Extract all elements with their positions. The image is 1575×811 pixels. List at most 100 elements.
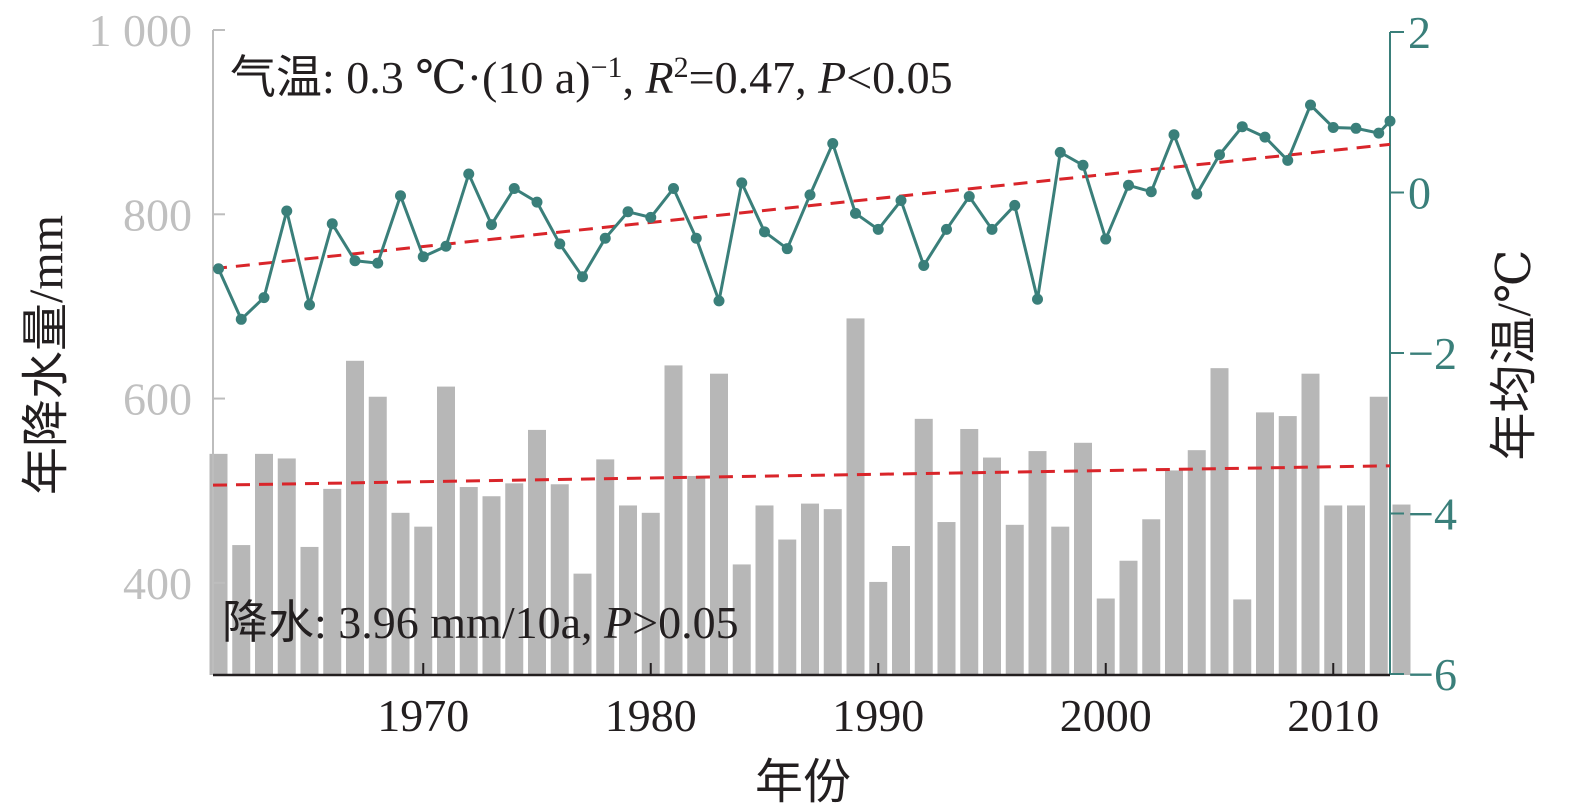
temp-point-2008: [1282, 154, 1294, 166]
temp-point-1963: [258, 292, 270, 304]
temp-point-2001: [1123, 179, 1134, 191]
left-tick-label: 400: [123, 558, 192, 609]
right-tick-label: −6: [1408, 649, 1457, 700]
precip-bar-2013: [1392, 504, 1411, 675]
right-axis-ticks: 2 0 −2 −4 −6: [1390, 7, 1457, 700]
temp-point-1972: [463, 168, 475, 180]
precip-bar-1993: [937, 522, 956, 675]
precip-bar-2007: [1256, 412, 1274, 675]
temp-point-1983: [713, 295, 725, 307]
temp-point-1993: [941, 223, 952, 235]
x-axis-ticks: 1970 1980 1990 2000 2010: [377, 663, 1379, 741]
temp-point-1989: [850, 207, 861, 219]
temp-point-1969: [395, 190, 406, 202]
precip-bar-2004: [1187, 450, 1206, 675]
x-tick-label: 1970: [377, 690, 469, 741]
precip-bar-1976: [550, 484, 569, 675]
temp-point-1981: [668, 182, 679, 194]
precip-bar-1967: [346, 360, 364, 675]
precip-bar-1966: [323, 488, 342, 675]
temp-point-2012: [1373, 127, 1385, 139]
temp-series: [213, 99, 1396, 325]
precip-bar-1971: [437, 386, 455, 675]
anno-temp-r-exp: 2: [674, 51, 689, 84]
temp-point-1987: [804, 189, 816, 201]
right-tick-label: −2: [1408, 328, 1457, 379]
precip-bar-2011: [1347, 505, 1365, 675]
temp-point-2013: [1384, 115, 1396, 127]
precip-bar-1975: [528, 429, 546, 675]
anno-temp-r: R: [645, 52, 674, 103]
temp-point-2010: [1327, 122, 1339, 133]
precip-bar-1974: [505, 483, 524, 675]
trend-lines: [212, 142, 1391, 487]
precip-bar-2009: [1301, 373, 1320, 675]
precip-bar-1988: [823, 509, 842, 675]
temp-point-1971: [440, 240, 452, 252]
precip-bar-2012: [1369, 396, 1388, 675]
precip-trend-line: [212, 464, 1391, 487]
precip-bar-1986: [778, 539, 797, 675]
temp-point-1986: [781, 243, 793, 255]
temp-point-1978: [599, 232, 611, 244]
precip-bar-1964: [277, 458, 296, 675]
precip-bar-1989: [846, 318, 865, 675]
precip-bar-1962: [232, 545, 251, 675]
temp-point-1988: [827, 138, 839, 150]
temp-point-1991: [895, 195, 907, 207]
precip-bar-1992: [914, 418, 933, 675]
anno-temp-r-val: =0.47,: [689, 52, 818, 103]
anno-temp-prefix: 气温: 0.3 ℃·(10 a): [230, 52, 591, 103]
temp-point-2004: [1191, 188, 1203, 200]
right-tick-label: 0: [1408, 168, 1431, 219]
temp-point-2011: [1350, 122, 1362, 134]
left-tick-label: 1 000: [89, 5, 193, 56]
right-tick-label: 2: [1408, 7, 1431, 58]
precip-bar-1972: [459, 487, 478, 675]
temp-point-1973: [486, 219, 497, 231]
anno-precip-p: P: [603, 597, 632, 648]
temp-point-2000: [1100, 233, 1112, 245]
temp-point-1998: [1054, 146, 1066, 158]
temp-point-1964: [281, 205, 293, 217]
precip-bar-1995: [983, 457, 1001, 675]
temp-point-1968: [372, 257, 384, 269]
temp-trend-line: [212, 142, 1391, 271]
left-tick-label: 600: [123, 374, 192, 425]
precip-bar-1985: [755, 505, 774, 675]
anno-precip-p-val: >0.05: [632, 597, 738, 648]
temp-point-2002: [1145, 186, 1157, 198]
precip-bar-1996: [1005, 524, 1024, 675]
temp-point-1992: [918, 260, 930, 272]
precip-bar-2000: [1096, 598, 1115, 675]
precip-bar-1987: [801, 503, 819, 675]
precip-bar-1981: [664, 365, 683, 675]
precip-bar-1968: [368, 396, 387, 675]
temp-point-1965: [304, 299, 315, 311]
precip-bar-1970: [414, 526, 433, 675]
precip-bar-2010: [1324, 505, 1343, 675]
temp-line-path: [217, 102, 1392, 322]
precip-bar-1973: [482, 496, 501, 675]
anno-temp-p: P: [817, 52, 846, 103]
precip-bar-1965: [300, 546, 319, 675]
temp-point-1980: [645, 211, 657, 223]
precip-bar-1982: [687, 475, 706, 675]
temp-point-1977: [577, 271, 588, 283]
temp-point-1982: [690, 232, 702, 244]
temp-point-2003: [1168, 129, 1180, 141]
temp-point-2005: [1214, 149, 1225, 161]
right-axis-label: 年均温/℃: [1488, 249, 1541, 460]
precip-bar-1997: [1028, 451, 1047, 675]
precip-bar-1998: [1051, 526, 1070, 675]
precip-bar-1963: [255, 453, 273, 675]
temp-point-1975: [531, 196, 543, 208]
precip-bar-1994: [960, 428, 979, 675]
temp-point-1962: [235, 313, 247, 325]
temp-point-1970: [417, 251, 429, 263]
temp-point-1976: [554, 238, 566, 250]
temp-point-1979: [622, 206, 634, 218]
temp-point-1967: [349, 255, 361, 267]
precip-bar-2001: [1119, 560, 1138, 675]
temp-point-1995: [986, 223, 998, 235]
